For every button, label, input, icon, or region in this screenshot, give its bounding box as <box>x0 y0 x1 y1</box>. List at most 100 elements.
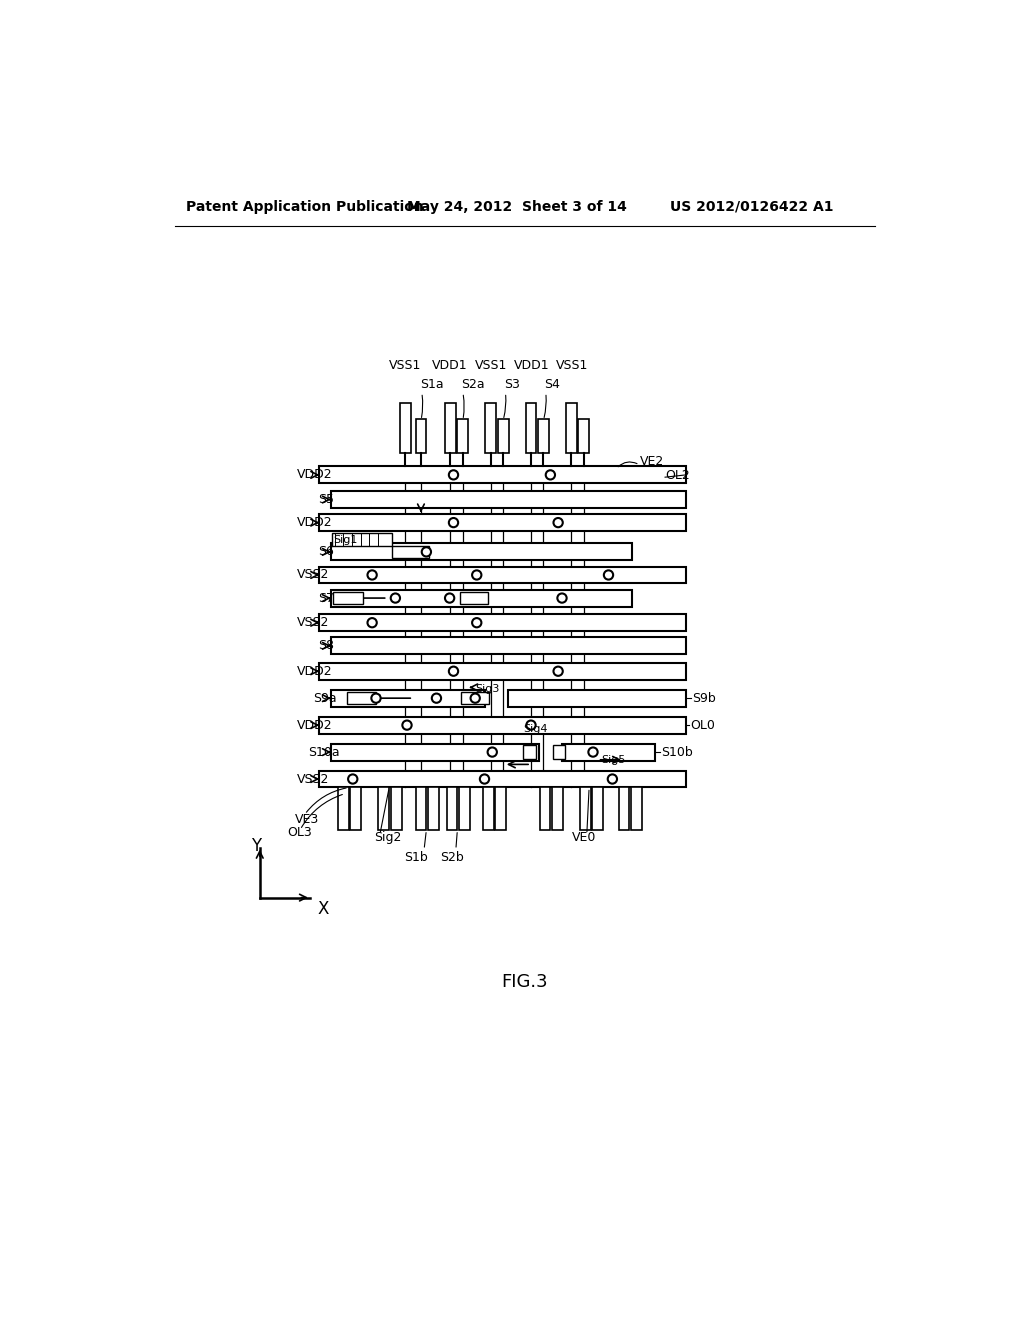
Text: X: X <box>317 900 330 917</box>
Text: S8: S8 <box>317 639 334 652</box>
Bar <box>332 533 392 546</box>
Circle shape <box>471 693 480 702</box>
Text: US 2012/0126422 A1: US 2012/0126422 A1 <box>671 199 834 214</box>
Circle shape <box>546 470 555 479</box>
Bar <box>485 404 496 453</box>
Text: OL2: OL2 <box>665 469 690 482</box>
Bar <box>346 692 376 705</box>
Bar <box>566 404 577 453</box>
Bar <box>483 788 494 830</box>
Circle shape <box>348 775 357 784</box>
Circle shape <box>472 618 481 627</box>
Bar <box>400 404 411 453</box>
Bar <box>319 771 686 788</box>
Bar <box>319 614 686 631</box>
Circle shape <box>557 594 566 603</box>
Text: S10a: S10a <box>308 746 340 759</box>
Circle shape <box>554 517 563 527</box>
Text: Sig2: Sig2 <box>375 832 401 843</box>
Bar <box>428 788 438 830</box>
Circle shape <box>480 775 489 784</box>
Text: VDD2: VDD2 <box>297 469 333 482</box>
Bar <box>592 788 603 830</box>
Bar <box>460 591 487 605</box>
Circle shape <box>391 594 400 603</box>
Text: Sig5: Sig5 <box>601 755 625 764</box>
Bar <box>523 744 536 759</box>
Bar <box>331 743 539 760</box>
Text: VSS2: VSS2 <box>297 772 330 785</box>
Bar <box>553 744 565 759</box>
Circle shape <box>526 721 536 730</box>
Bar <box>334 591 362 605</box>
Bar <box>331 491 686 508</box>
Bar <box>525 404 537 453</box>
Circle shape <box>449 667 458 676</box>
Text: VSS2: VSS2 <box>297 569 330 582</box>
Circle shape <box>607 775 617 784</box>
Text: VDD2: VDD2 <box>297 516 333 529</box>
Text: VDD1: VDD1 <box>432 359 467 372</box>
Text: VDD1: VDD1 <box>514 359 550 372</box>
Text: VDD2: VDD2 <box>297 665 333 677</box>
Text: S9b: S9b <box>692 692 716 705</box>
Text: OL0: OL0 <box>690 718 715 731</box>
Bar <box>461 692 489 705</box>
Bar <box>331 638 686 655</box>
Text: VDD2: VDD2 <box>297 718 333 731</box>
Bar <box>319 663 686 680</box>
Bar <box>631 788 642 830</box>
Bar <box>445 404 456 453</box>
Text: S7: S7 <box>317 591 334 605</box>
Circle shape <box>422 548 431 557</box>
Bar <box>618 788 630 830</box>
Text: S10b: S10b <box>662 746 693 759</box>
Bar <box>378 788 389 830</box>
Text: FIG.3: FIG.3 <box>502 973 548 991</box>
Bar <box>319 566 686 583</box>
Text: VSS1: VSS1 <box>556 359 588 372</box>
Text: S3: S3 <box>504 378 520 391</box>
Bar <box>331 689 484 706</box>
Text: S1a: S1a <box>420 378 443 391</box>
Circle shape <box>487 747 497 756</box>
Bar <box>391 545 429 558</box>
Bar <box>350 788 361 830</box>
Circle shape <box>449 517 458 527</box>
Bar <box>538 418 549 453</box>
Circle shape <box>368 618 377 627</box>
Bar <box>416 418 426 453</box>
Bar <box>496 788 506 830</box>
Bar <box>498 418 509 453</box>
Text: S5: S5 <box>317 492 334 506</box>
Text: S2a: S2a <box>461 378 485 391</box>
Circle shape <box>402 721 412 730</box>
Text: Sig3: Sig3 <box>475 684 500 693</box>
Text: Y: Y <box>251 837 261 855</box>
Text: VE2: VE2 <box>640 454 664 467</box>
Circle shape <box>445 594 455 603</box>
Text: VSS2: VSS2 <box>297 616 330 630</box>
Bar <box>459 788 470 830</box>
Bar <box>391 788 401 830</box>
Text: VE3: VE3 <box>295 813 318 825</box>
Bar <box>579 418 589 453</box>
Text: VSS1: VSS1 <box>389 359 422 372</box>
Text: VSS1: VSS1 <box>475 359 508 372</box>
Text: S1b: S1b <box>404 851 428 865</box>
Text: S6: S6 <box>317 545 334 558</box>
Circle shape <box>554 667 563 676</box>
Bar <box>338 788 349 830</box>
Circle shape <box>372 693 381 702</box>
Circle shape <box>472 570 481 579</box>
Bar <box>562 743 655 760</box>
Circle shape <box>368 570 377 579</box>
Bar <box>446 788 458 830</box>
Circle shape <box>604 570 613 579</box>
Circle shape <box>449 470 458 479</box>
Bar <box>331 544 632 561</box>
Bar <box>416 788 426 830</box>
Text: May 24, 2012  Sheet 3 of 14: May 24, 2012 Sheet 3 of 14 <box>407 199 627 214</box>
Bar <box>540 788 550 830</box>
Bar <box>319 515 686 531</box>
